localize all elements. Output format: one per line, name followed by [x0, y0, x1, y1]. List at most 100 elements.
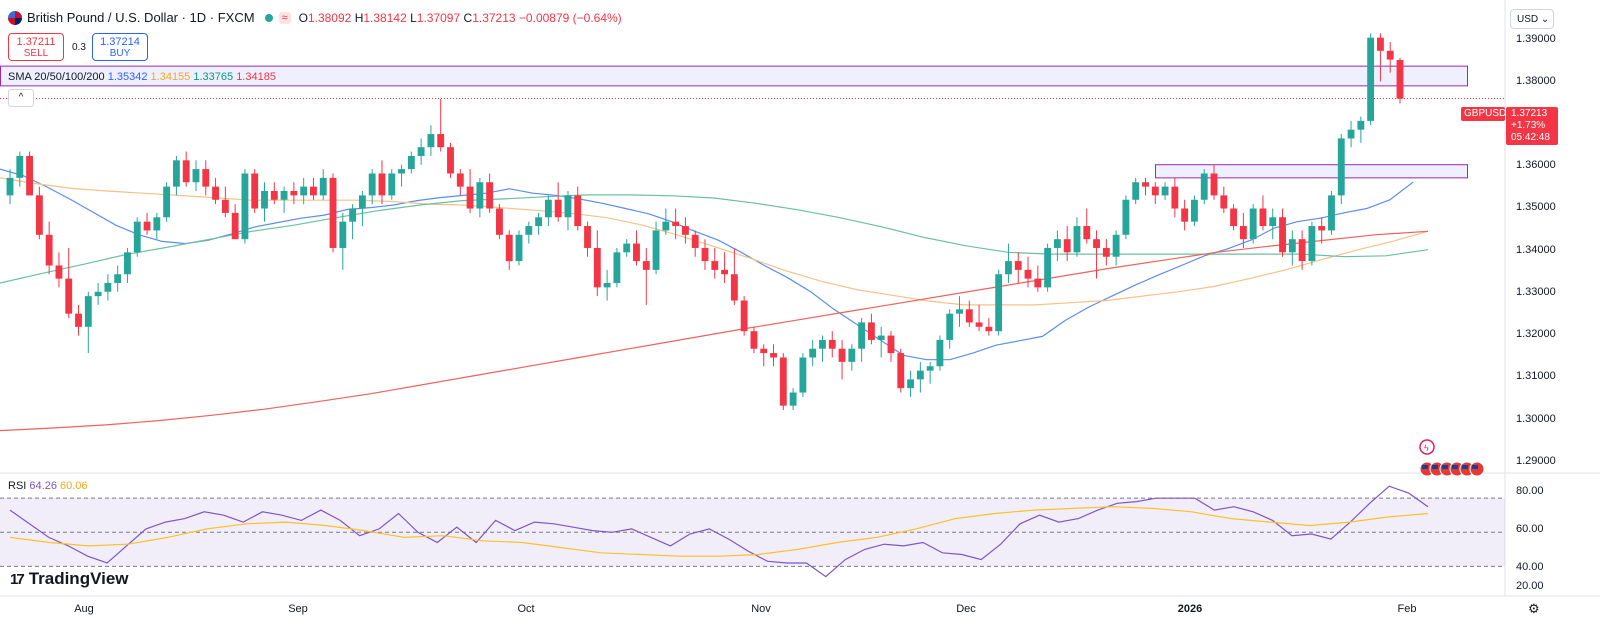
- candle-body: [476, 182, 484, 209]
- candle-body: [642, 261, 650, 270]
- candle-body: [1259, 208, 1267, 227]
- candle: [368, 169, 376, 205]
- candle-body: [730, 274, 738, 301]
- candle: [505, 230, 513, 270]
- candle-body: [544, 199, 552, 218]
- currency-selector[interactable]: USD ⌄: [1510, 9, 1554, 29]
- chart-header: British Pound / U.S. Dollar · 1D · FXCM …: [8, 10, 622, 25]
- candle-body: [231, 212, 239, 240]
- candle: [554, 182, 562, 222]
- candle-body: [848, 348, 856, 362]
- candle-body: [799, 357, 807, 393]
- candle-body: [1093, 239, 1100, 248]
- candle-body: [1142, 182, 1149, 187]
- candle-body: [368, 173, 376, 196]
- symbol-title[interactable]: British Pound / U.S. Dollar · 1D · FXCM: [27, 10, 255, 25]
- candle: [877, 326, 885, 358]
- candle: [907, 370, 914, 397]
- candle-body: [711, 261, 719, 270]
- candle: [848, 344, 856, 371]
- rsi-legend[interactable]: RSI 64.26 60.06: [8, 480, 88, 492]
- candle: [623, 239, 631, 257]
- candle-body: [349, 208, 357, 222]
- candle: [1288, 230, 1296, 266]
- candle-body: [995, 274, 1003, 332]
- candle-body: [1396, 60, 1404, 99]
- candle-body: [897, 353, 905, 389]
- candle: [231, 204, 239, 240]
- candle-body: [1161, 186, 1169, 196]
- candle-body: [867, 322, 875, 340]
- time-tick-label: Aug: [74, 603, 94, 615]
- candle: [1083, 208, 1091, 244]
- candle-body: [691, 234, 699, 248]
- candle: [1151, 182, 1159, 205]
- candle-body: [417, 147, 425, 156]
- candle: [1053, 230, 1061, 262]
- candle: [172, 155, 180, 196]
- candle: [182, 151, 190, 187]
- candle: [1171, 177, 1179, 218]
- price-tick-label: 1.29000: [1516, 455, 1556, 467]
- candle-body: [1347, 129, 1355, 139]
- wave-icon[interactable]: ≈: [278, 11, 291, 24]
- candle: [153, 212, 161, 240]
- candle-body: [505, 234, 513, 262]
- candle-body: [16, 155, 24, 178]
- candle: [995, 269, 1003, 336]
- price-tick-label: 1.31000: [1516, 370, 1556, 382]
- candle-body: [280, 191, 288, 200]
- rsi-tick-label: 20.00: [1516, 580, 1544, 592]
- candle-body: [114, 274, 122, 283]
- candle-body: [182, 160, 190, 183]
- lightning-glyph-icon: ϟ: [1424, 443, 1429, 453]
- candle: [515, 230, 523, 266]
- candle: [1220, 186, 1228, 213]
- candle-body: [750, 331, 758, 349]
- tradingview-logo[interactable]: 17 TradingView: [10, 569, 129, 588]
- candle: [1161, 182, 1169, 200]
- candle: [202, 160, 210, 196]
- event-icons[interactable]: ϟ: [1419, 439, 1485, 477]
- candle-body: [564, 195, 572, 218]
- sell-button[interactable]: 1.37211 SELL: [8, 33, 64, 61]
- sma-200-line: [0, 230, 1429, 432]
- candle: [926, 361, 934, 384]
- candle: [633, 230, 640, 266]
- candle-body: [819, 339, 826, 349]
- price-tick-label: 1.32000: [1516, 328, 1556, 340]
- candle: [75, 304, 82, 336]
- candle-body: [398, 169, 405, 174]
- candle: [1269, 208, 1277, 240]
- candle: [261, 182, 268, 222]
- candle-body: [496, 208, 503, 235]
- candle-body: [1014, 261, 1022, 270]
- candle: [437, 99, 445, 152]
- candle: [1328, 191, 1335, 235]
- candle: [94, 283, 102, 305]
- buy-button[interactable]: 1.37214 BUY: [92, 33, 148, 61]
- candle: [310, 177, 317, 200]
- sma-legend[interactable]: SMA 20/50/100/200 1.35342 1.34155 1.3376…: [8, 71, 276, 83]
- candle: [1298, 230, 1306, 270]
- candle: [642, 247, 650, 305]
- support-resistance-zone: [0, 65, 1468, 87]
- candle-body: [926, 366, 934, 371]
- candle: [398, 164, 405, 187]
- candle-body: [1200, 173, 1208, 200]
- candle: [809, 339, 817, 367]
- candle-body: [1191, 199, 1198, 222]
- candle-body: [172, 160, 180, 187]
- candle-body: [1122, 199, 1130, 235]
- candle: [867, 313, 875, 345]
- candle-body: [378, 173, 386, 196]
- candle-body: [163, 186, 171, 218]
- candle-body: [45, 234, 53, 266]
- candle: [1014, 252, 1022, 283]
- collapse-legend-icon[interactable]: ^: [8, 89, 34, 107]
- candle-body: [1112, 234, 1120, 257]
- settings-icon[interactable]: ⚙: [1528, 601, 1540, 616]
- candle-body: [936, 339, 944, 367]
- candle-body: [838, 348, 846, 362]
